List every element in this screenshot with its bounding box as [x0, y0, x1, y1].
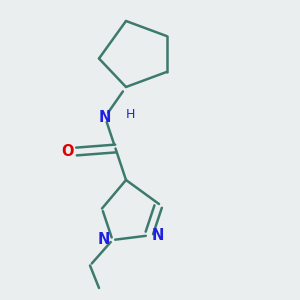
- Text: N: N: [151, 228, 164, 243]
- Text: H: H: [126, 108, 135, 121]
- Text: O: O: [61, 144, 74, 159]
- Text: N: N: [98, 232, 110, 247]
- Text: N: N: [99, 110, 111, 124]
